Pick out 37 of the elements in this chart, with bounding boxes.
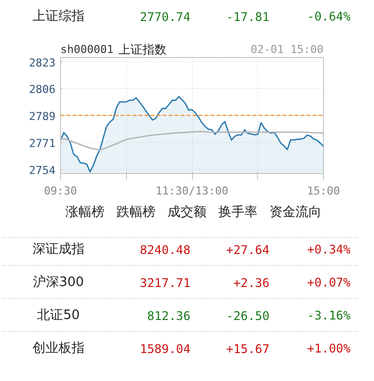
text: 深证成指 (32, 242, 84, 257)
text: 沪深300 (33, 274, 84, 290)
text: +0.07% (307, 276, 352, 290)
text: +1.00% (307, 342, 352, 356)
text: 02-01 15:00 (250, 43, 324, 56)
text: 上证综指 (32, 9, 84, 24)
y-tick-label: 2789 (29, 110, 56, 123)
y-tick-label: 2771 (29, 136, 56, 150)
text: 创业板指 (32, 341, 84, 356)
text: 涨幅榜 (66, 205, 104, 220)
text: +27.64 (226, 243, 270, 257)
x-tick-label: 11:30/13:00 (156, 184, 228, 198)
chart-title: sh000001 (60, 43, 114, 56)
text: 2770.74 (140, 10, 191, 24)
y-tick-label: 2823 (29, 56, 56, 70)
text: +2.36 (233, 276, 270, 290)
x-tick-label: 09:30 (44, 184, 78, 198)
text: 3217.71 (140, 276, 191, 290)
y-tick-label: 2754 (29, 164, 56, 177)
text: +15.67 (226, 342, 270, 356)
text: -17.81 (226, 10, 270, 24)
text: 1589.04 (140, 342, 191, 356)
chart-subtitle: 上证指数 (118, 42, 166, 56)
text: -26.50 (226, 309, 270, 323)
text: 成交额 (168, 204, 206, 220)
text: -3.16% (307, 308, 352, 322)
text: 北证50 (37, 308, 80, 323)
text: 资金流向 (270, 204, 322, 220)
text: -0.64% (307, 10, 352, 24)
text: +0.34% (307, 242, 352, 256)
text: 跌幅榜 (116, 205, 156, 220)
y-tick-label: 2806 (29, 83, 56, 96)
text: 换手率 (218, 204, 258, 220)
x-tick-label: 15:00 (306, 184, 340, 198)
text: 812.36 (147, 309, 191, 323)
text: 8240.48 (140, 243, 191, 257)
line-series (60, 130, 324, 151)
